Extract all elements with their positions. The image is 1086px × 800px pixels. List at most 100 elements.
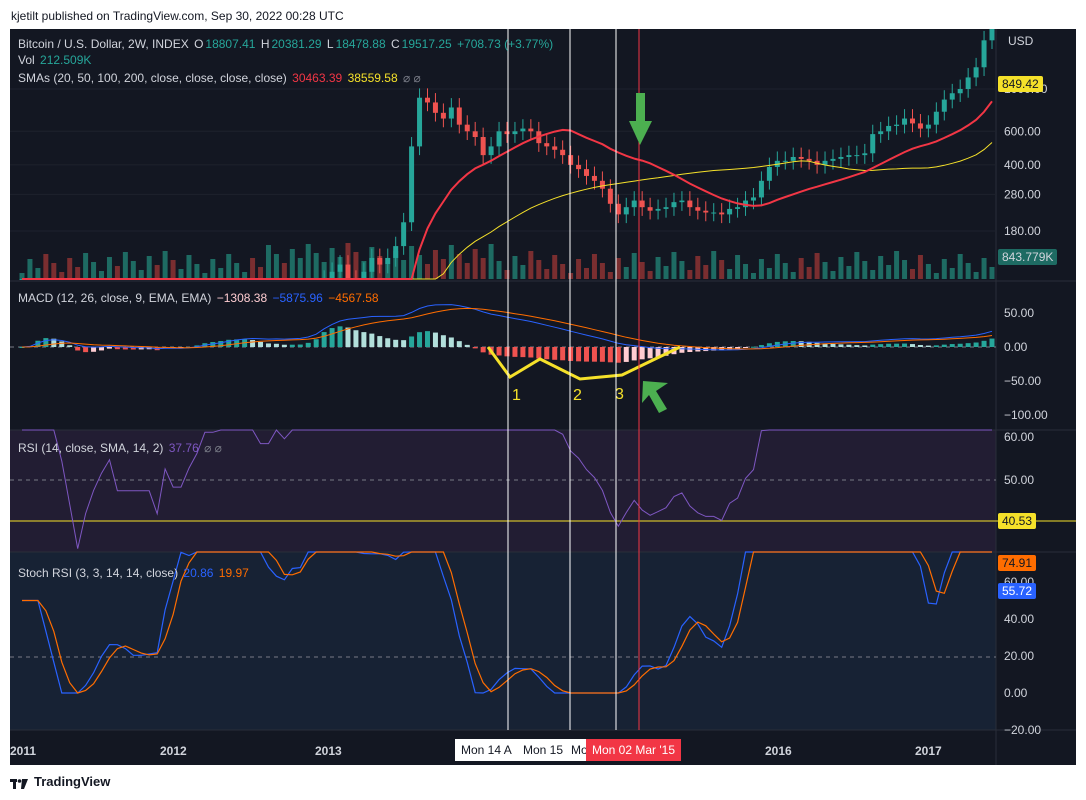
stoch-tick-label: 0.00 [1004,686,1028,700]
macd-histogram-bar [409,336,415,347]
volume-bar [854,252,860,279]
symbol-title[interactable]: Bitcoin / U.S. Dollar, 2W, INDEX [18,37,189,51]
macd-histogram-bar [250,340,256,347]
candle-body [838,156,844,159]
candle-body [766,166,772,181]
candle-body [361,271,367,279]
macd-histogram-bar [973,342,979,347]
volume-bar [496,261,502,279]
volume-bar [114,266,120,279]
macd-histogram-bar [401,340,407,347]
volume-bar [424,264,430,279]
macd-histogram-bar [536,347,542,359]
macd-histogram-bar [909,344,915,347]
macd-histogram-bar [361,332,367,347]
macd-histogram-bar [130,347,136,350]
macd-histogram-bar [607,347,613,363]
rsi-tick-label: 50.00 [1004,473,1034,487]
macd-histogram-bar [902,343,908,347]
candle-body [902,118,908,125]
volume-bar [735,255,741,279]
macd-histogram-bar [933,345,939,347]
tradingview-logo-icon [10,777,28,789]
sma-hidden-icons[interactable]: ⌀ ⌀ [402,71,421,85]
macd-histogram-bar [440,335,446,347]
volume-legend[interactable]: Vol 212.509K [18,53,92,67]
volume-bar [218,268,224,279]
candle-body [695,207,701,211]
volume-bar [432,250,438,279]
volume-bar [170,260,176,279]
volume-bar [409,246,415,279]
volume-bar [687,270,693,279]
volume-bar [512,256,518,279]
volume-bar [902,260,908,279]
volume-bar [894,251,900,279]
chart-canvas[interactable]: 1 2 3 1000.00600.00400.00280.00180.0050.… [10,29,1076,765]
stoch-legend[interactable]: Stoch RSI (3, 3, 14, 14, close) 20.86 19… [18,566,249,580]
volume-bar [401,260,407,279]
candle-body [782,160,788,162]
volume-bar [35,268,41,279]
macd-histogram-bar [369,333,375,347]
volume-bar [671,252,677,279]
volume-bar [464,263,470,279]
candle-body [743,200,749,208]
chart-frame[interactable]: 1 2 3 1000.00600.00400.00280.00180.0050.… [10,29,1076,765]
volume-bar [822,262,828,279]
volume-bar [43,254,49,279]
candle-body [568,155,574,165]
divergence-annotation [486,345,681,381]
candle-body [957,89,963,94]
symbol-legend[interactable]: Bitcoin / U.S. Dollar, 2W, INDEX O 18807.… [18,37,554,51]
low-value: 18478.88 [335,37,386,51]
volume-bar [106,257,112,279]
volume-bar [528,251,534,279]
macd-histogram-bar [345,327,351,347]
rsi-value: 37.76 [168,441,199,455]
price-tick-label: 600.00 [1004,124,1041,138]
macd-histogram-bar [981,340,987,347]
macd-histogram-bar [544,347,550,360]
macd-histogram-bar [305,342,311,347]
candle-body [456,107,462,125]
change-value: +708.73 (+3.77%) [457,37,554,51]
macd-histogram-bar [949,344,955,347]
rsi-hidden-icons[interactable]: ⌀ ⌀ [204,441,222,455]
candle-body [385,257,391,265]
candle-body [917,123,923,129]
sma50-value: 38559.58 [347,71,398,85]
candle-body [440,112,446,119]
macd-histogram-bar [218,341,224,347]
macd-histogram-bar [472,347,478,349]
macd-histogram-bar [766,343,772,347]
macd-histogram-bar [456,341,462,347]
macd-legend[interactable]: MACD (12, 26, close, 9, EMA, EMA) −1308.… [18,291,379,305]
volume-bar [544,269,550,279]
rsi-legend[interactable]: RSI (14, close, SMA, 14, 2) 37.76 ⌀ ⌀ [18,441,222,455]
macd-histogram-bar [790,340,796,347]
volume-bar [313,253,319,279]
volume-bar [925,264,931,279]
volume-bar [774,254,780,279]
candle-body [369,257,375,272]
candle-body [735,207,741,209]
macd-histogram-bar [886,343,892,347]
volume-bar [790,272,796,279]
sma-legend[interactable]: SMAs (20, 50, 100, 200, close, close, cl… [18,71,421,85]
candle-body [870,134,876,154]
volume-bar [67,258,73,279]
volume-bar [552,255,558,279]
macd-histogram-bar [870,344,876,347]
macd-histogram-bar [576,347,582,362]
volume-bar [568,273,574,279]
tradingview-branding[interactable]: TradingView [10,774,110,789]
macd-histogram-bar [432,332,438,347]
candle-body [615,203,621,215]
volume-bar [655,257,661,279]
stoch-tick-label: 20.00 [1004,649,1034,663]
macd-histogram-bar [448,337,454,347]
macd-histogram-bar [297,344,303,347]
candle-body [758,180,764,198]
volume-bar [273,254,279,279]
